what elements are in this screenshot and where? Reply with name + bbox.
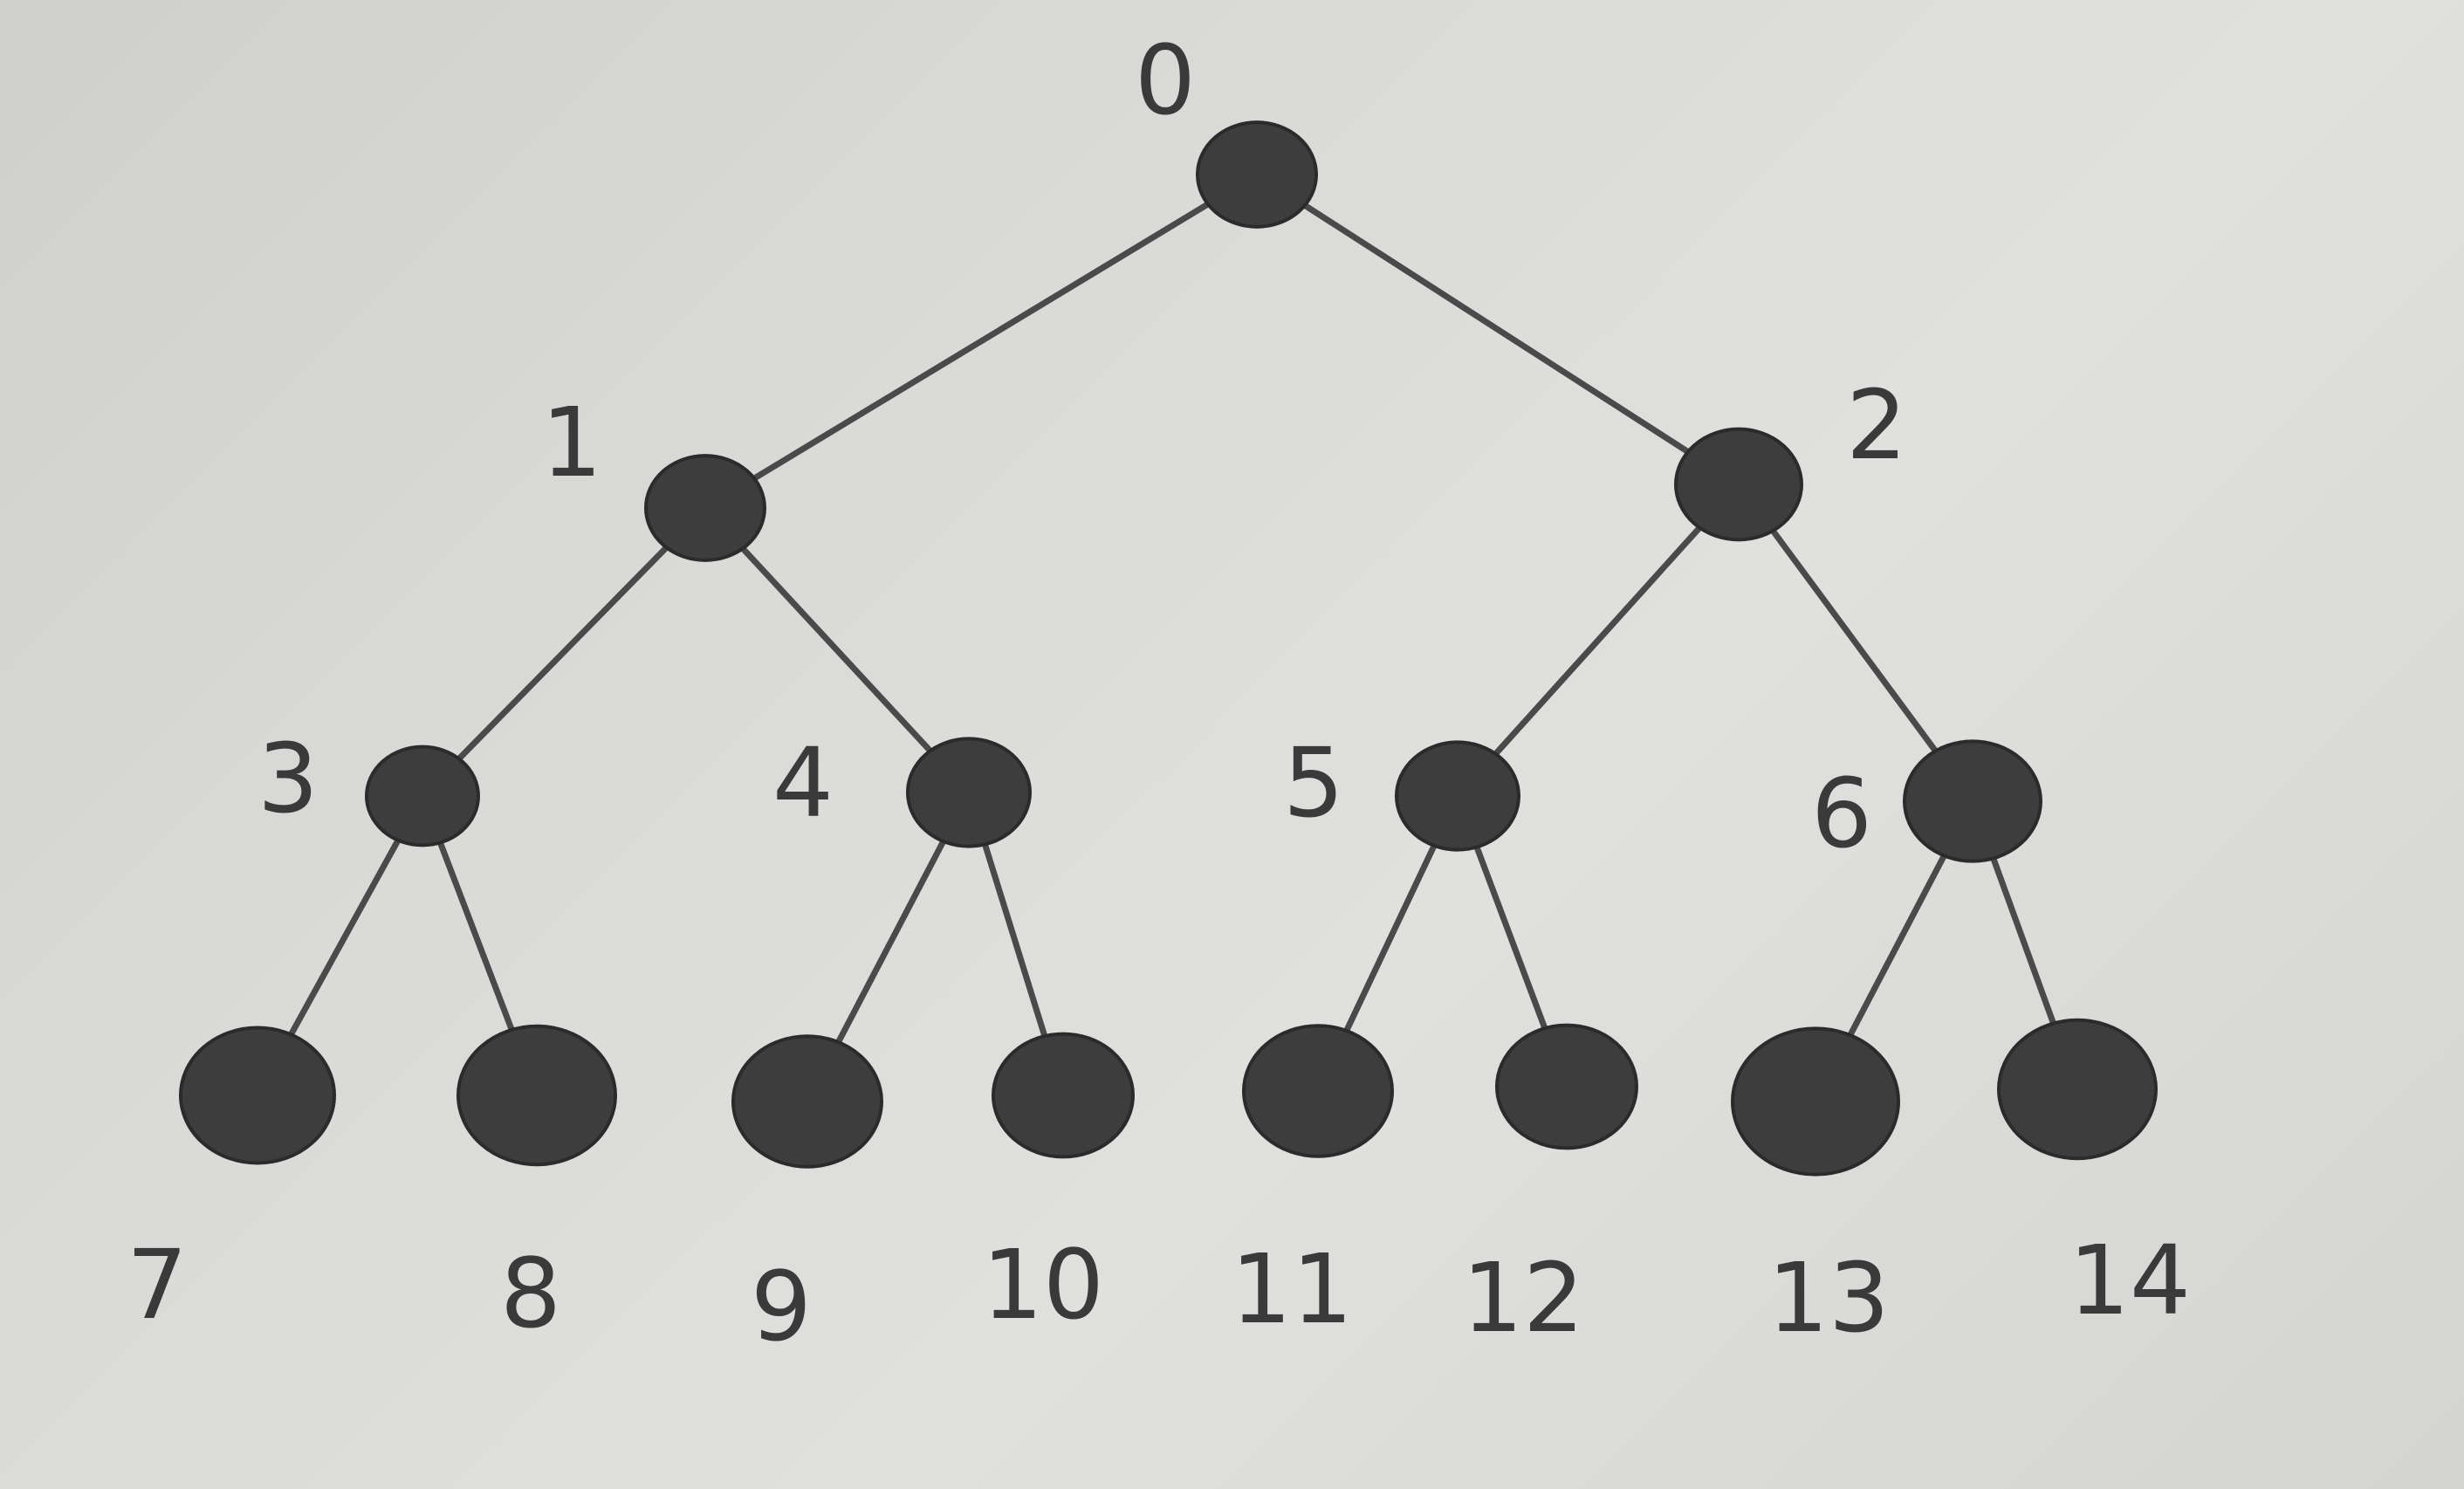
tree-nodes [179, 120, 2158, 1177]
edge-0-2 [1253, 171, 1742, 488]
node-label-12: 12 [1462, 1242, 1584, 1354]
node-9 [731, 1034, 883, 1169]
node-label-0: 0 [1135, 24, 1196, 136]
node-12 [1495, 1023, 1638, 1150]
edge-0-1 [702, 171, 1260, 511]
edge-1-3 [419, 504, 709, 799]
node-label-14: 14 [2069, 1225, 2191, 1336]
node-2 [1674, 427, 1803, 542]
node-label-8: 8 [500, 1238, 561, 1349]
node-label-9: 9 [751, 1251, 812, 1362]
node-label-6: 6 [1811, 758, 1872, 869]
node-label-7: 7 [127, 1229, 188, 1341]
node-5 [1395, 740, 1520, 852]
node-label-3: 3 [257, 723, 319, 834]
node-label-10: 10 [982, 1229, 1104, 1341]
node-label-4: 4 [772, 727, 834, 839]
node-0 [1196, 120, 1318, 229]
node-6 [1903, 739, 2042, 863]
edge-2-6 [1735, 481, 1976, 805]
node-label-13: 13 [1767, 1242, 1890, 1354]
node-3 [365, 744, 480, 847]
edge-1-4 [702, 504, 972, 796]
node-11 [1242, 1024, 1394, 1158]
tree-edges [254, 171, 2081, 1105]
node-8 [456, 1024, 617, 1167]
edge-2-5 [1454, 481, 1742, 799]
node-10 [992, 1032, 1135, 1159]
node-7 [179, 1026, 336, 1165]
node-label-1: 1 [541, 387, 602, 498]
node-13 [1731, 1026, 1900, 1177]
node-4 [906, 737, 1032, 848]
node-14 [1997, 1018, 2158, 1161]
node-1 [644, 454, 766, 562]
node-label-5: 5 [1283, 727, 1344, 839]
node-label-2: 2 [1846, 369, 1907, 481]
node-label-11: 11 [1231, 1233, 1353, 1345]
tree-labels: 01 23 4 5 67 8 9 10 11 12 13 14 [127, 24, 2191, 1362]
